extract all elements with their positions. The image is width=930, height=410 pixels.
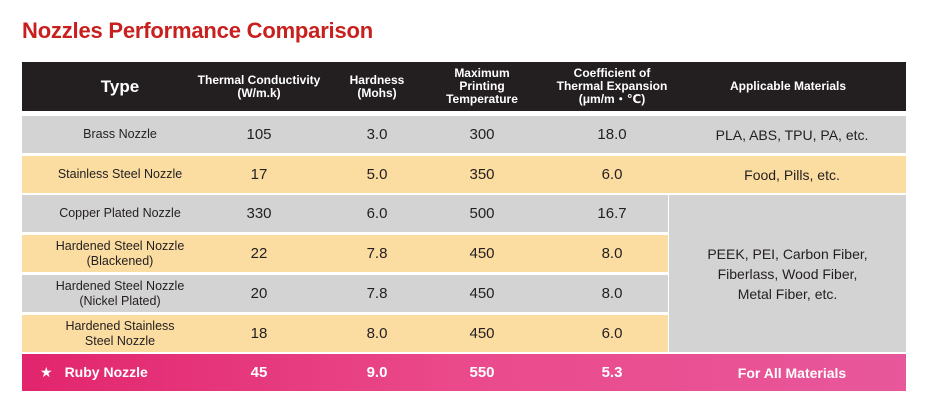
header-conductivity-line-2: (W/m.k): [237, 85, 281, 100]
thermal-expansion-value: 6.0: [601, 166, 623, 183]
nozzle-type: Hardened Steel Nozzle (Blackened): [22, 235, 218, 272]
max-temperature-value: 450: [469, 325, 495, 342]
header-cte-line-1: Coefficient of: [573, 66, 651, 80]
header-hardness-line-2: (Mohs): [357, 85, 397, 100]
table-row-brass: Brass Nozzle 105 3.0 300 18.0 PLA, ABS, …: [22, 116, 906, 153]
applicable-materials-value: PLA, ABS, TPU, PA, etc.: [715, 126, 869, 143]
header-thermal-expansion: Coefficient of Thermal Expansion (μm/m・℃): [537, 62, 687, 111]
thermal-expansion-value: 6.0: [601, 325, 623, 342]
max-temperature-value: 550: [469, 364, 495, 381]
header-temp-line-1: Maximum: [454, 66, 510, 80]
materials-line-3: Metal Fiber, etc.: [737, 285, 838, 302]
materials-line-1: PEEK, PEI, Carbon Fiber,: [707, 245, 868, 262]
thermal-conductivity-value: 20: [250, 285, 268, 302]
materials-line-2: Fiberlass, Wood Fiber,: [717, 265, 858, 282]
thermal-expansion-value: 16.7: [597, 205, 627, 222]
thermal-expansion-value: 8.0: [601, 285, 623, 302]
table-header: Type Thermal Conductivity (W/m.k) Hardnes…: [22, 62, 906, 111]
nozzle-type: Hardened Steel Nozzle (Nickel Plated): [22, 275, 218, 312]
nozzle-type-line-2: Steel Nozzle: [84, 333, 156, 348]
hardness-value: 9.0: [366, 364, 388, 381]
nozzle-type: Copper Plated Nozzle: [59, 206, 181, 220]
nozzle-type-label: Ruby Nozzle: [64, 364, 148, 380]
nozzle-type: Hardened Stainless Steel Nozzle: [22, 315, 218, 352]
hardness-value: 7.8: [366, 245, 388, 262]
header-type: Type: [100, 77, 140, 96]
applicable-materials-value: Food, Pills, etc.: [744, 166, 840, 183]
nozzle-type-line-2: (Blackened): [86, 253, 154, 268]
header-cte-line-3: (μm/m・℃): [578, 92, 646, 106]
header-temp-line-3: Temperature: [446, 92, 518, 106]
header-hardness: Hardness (Mohs): [332, 62, 422, 111]
thermal-conductivity-value: 45: [250, 364, 268, 381]
nozzle-type: ★ Ruby Nozzle: [22, 354, 218, 391]
thermal-conductivity-value: 105: [246, 126, 272, 143]
hardness-value: 7.8: [366, 285, 388, 302]
header-thermal-conductivity: Thermal Conductivity (W/m.k): [172, 62, 346, 111]
thermal-expansion-value: 8.0: [601, 245, 623, 262]
nozzle-type-line-1: Hardened Steel Nozzle: [55, 278, 185, 293]
header-max-printing-temperature: Maximum Printing Temperature: [432, 62, 532, 111]
thermal-expansion-value: 5.3: [601, 364, 623, 381]
star-icon: ★: [40, 364, 53, 380]
nozzle-type-line-1: Hardened Stainless: [65, 318, 175, 333]
header-conductivity-line-1: Thermal Conductivity: [197, 72, 321, 87]
max-temperature-value: 450: [469, 245, 495, 262]
thermal-expansion-value: 18.0: [597, 126, 627, 143]
hardness-value: 8.0: [366, 325, 388, 342]
applicable-materials-value: For All Materials: [737, 364, 847, 381]
max-temperature-value: 300: [469, 126, 495, 143]
page-title: Nozzles Performance Comparison: [22, 18, 373, 43]
max-temperature-value: 350: [469, 166, 495, 183]
hardness-value: 6.0: [366, 205, 388, 222]
nozzle-type-line-2: (Nickel Plated): [79, 293, 161, 308]
table-row-stainless-steel: Stainless Steel Nozzle 17 5.0 350 6.0 Fo…: [22, 156, 906, 193]
thermal-conductivity-value: 18: [250, 325, 268, 342]
header-applicable-materials: Applicable Materials: [729, 79, 847, 93]
nozzle-type: Stainless Steel Nozzle: [57, 167, 183, 181]
max-temperature-value: 500: [469, 205, 495, 222]
hardness-value: 5.0: [366, 166, 388, 183]
header-hardness-line-1: Hardness: [349, 72, 405, 87]
nozzle-type: Brass Nozzle: [83, 127, 157, 141]
hardness-value: 3.0: [366, 126, 388, 143]
table-row-ruby: ★ Ruby Nozzle 45 9.0 550 5.3 For All Mat…: [22, 354, 906, 391]
thermal-conductivity-value: 330: [246, 205, 272, 222]
max-temperature-value: 450: [469, 285, 495, 302]
thermal-conductivity-value: 17: [250, 166, 268, 183]
column-divider: [668, 195, 669, 352]
header-cte-line-2: Thermal Expansion: [556, 79, 668, 93]
merged-applicable-materials: PEEK, PEI, Carbon Fiber, Fiberlass, Wood …: [669, 195, 906, 352]
header-temp-line-2: Printing: [459, 79, 505, 93]
nozzle-type-line-1: Hardened Steel Nozzle: [55, 238, 185, 253]
thermal-conductivity-value: 22: [250, 245, 268, 262]
